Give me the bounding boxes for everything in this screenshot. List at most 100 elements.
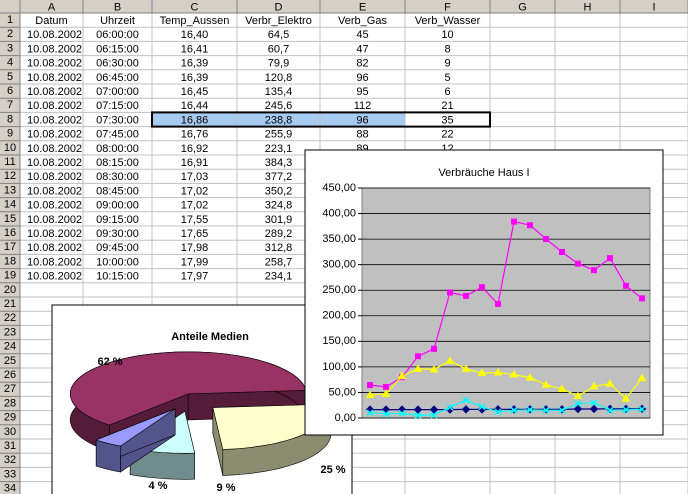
- cell-text[interactable]: 238,8: [265, 114, 293, 126]
- cell-text[interactable]: 10.08.2002: [27, 72, 82, 84]
- cell-text[interactable]: Verb_Wasser: [415, 15, 481, 27]
- cell-text[interactable]: 09:15:00: [96, 214, 139, 226]
- cell-text[interactable]: 79,9: [268, 58, 289, 70]
- data-point: [542, 406, 550, 414]
- cell-text[interactable]: 10.08.2002: [27, 200, 82, 212]
- cell-text[interactable]: 17,03: [181, 171, 209, 183]
- cell-text[interactable]: Verb_Gas: [338, 15, 387, 27]
- cell-text[interactable]: 17,99: [181, 256, 209, 268]
- cell-text[interactable]: 08:15:00: [96, 157, 139, 169]
- cell-text[interactable]: 324,8: [265, 200, 293, 212]
- cell-text[interactable]: Datum: [35, 15, 67, 27]
- cell-text[interactable]: 10.08.2002: [27, 214, 82, 226]
- cell-text[interactable]: 09:45:00: [96, 242, 139, 254]
- cell-text[interactable]: 10:15:00: [96, 271, 139, 283]
- cell-text[interactable]: 21: [441, 100, 453, 112]
- row-number: 12: [4, 170, 16, 182]
- cell-text[interactable]: 17,97: [181, 271, 209, 283]
- cell-text[interactable]: 10:00:00: [96, 256, 139, 268]
- cell-text[interactable]: 258,7: [265, 256, 293, 268]
- cell-text[interactable]: 07:30:00: [96, 114, 139, 126]
- cell-text[interactable]: 09:30:00: [96, 228, 139, 240]
- cell-text[interactable]: 289,2: [265, 228, 293, 240]
- cell-text[interactable]: 45: [356, 29, 368, 41]
- cell-text[interactable]: 16,44: [181, 100, 209, 112]
- cell-text[interactable]: 16,39: [181, 72, 209, 84]
- cell-text[interactable]: 6: [444, 86, 450, 98]
- cell-text[interactable]: 07:45:00: [96, 129, 139, 141]
- cell-text[interactable]: 96: [356, 72, 368, 84]
- cell-text[interactable]: 06:30:00: [96, 58, 139, 70]
- cell-text[interactable]: 16,40: [181, 29, 209, 41]
- column-letter: H: [584, 1, 592, 13]
- cell-text[interactable]: 60,7: [268, 43, 289, 55]
- cell-text[interactable]: 312,8: [265, 242, 293, 254]
- cell-text[interactable]: 10.08.2002: [27, 100, 82, 112]
- cell-text[interactable]: 47: [356, 43, 368, 55]
- cell-text[interactable]: 88: [356, 129, 368, 141]
- cell-text[interactable]: 08:00:00: [96, 143, 139, 155]
- cell-text[interactable]: 234,1: [265, 271, 293, 283]
- cell-text[interactable]: 10.08.2002: [27, 143, 82, 155]
- cell-text[interactable]: 10: [441, 29, 453, 41]
- cell-text[interactable]: 245,6: [265, 100, 293, 112]
- cell-text[interactable]: 223,1: [265, 143, 293, 155]
- cell-text[interactable]: Verbr_Elektro: [245, 15, 312, 27]
- cell-text[interactable]: 10.08.2002: [27, 256, 82, 268]
- cell-text[interactable]: 10.08.2002: [27, 228, 82, 240]
- cell-text[interactable]: 10.08.2002: [27, 114, 82, 126]
- cell-text[interactable]: 10.08.2002: [27, 129, 82, 141]
- cell-text[interactable]: 16,86: [181, 114, 209, 126]
- cell-text[interactable]: 135,4: [265, 86, 293, 98]
- cell-text[interactable]: 22: [441, 129, 453, 141]
- cell-text[interactable]: 16,92: [181, 143, 209, 155]
- cell-text[interactable]: 17,02: [181, 200, 209, 212]
- cell-text[interactable]: 10.08.2002: [27, 271, 82, 283]
- cell-text[interactable]: 16,39: [181, 58, 209, 70]
- cell-text[interactable]: 120,8: [265, 72, 293, 84]
- cell-text[interactable]: 377,2: [265, 171, 293, 183]
- cell-text[interactable]: 10.08.2002: [27, 157, 82, 169]
- cell-text[interactable]: 10.08.2002: [27, 58, 82, 70]
- cell-text[interactable]: 17,65: [181, 228, 209, 240]
- cell-text[interactable]: 10.08.2002: [27, 86, 82, 98]
- cell-text[interactable]: 10.08.2002: [27, 185, 82, 197]
- cell-text[interactable]: 06:00:00: [96, 29, 139, 41]
- cell-text[interactable]: 10.08.2002: [27, 171, 82, 183]
- cell-text[interactable]: 8: [444, 43, 450, 55]
- cell-text[interactable]: 10.08.2002: [27, 29, 82, 41]
- cell-text[interactable]: 08:45:00: [96, 185, 139, 197]
- cell-text[interactable]: 5: [444, 72, 450, 84]
- cell-text[interactable]: 301,9: [265, 214, 293, 226]
- cell-text[interactable]: 96: [356, 114, 368, 126]
- cell-text[interactable]: 06:45:00: [96, 72, 139, 84]
- column-letter: E: [359, 1, 366, 13]
- cell-text[interactable]: 64,5: [268, 29, 289, 41]
- cell-text[interactable]: 35: [441, 114, 453, 126]
- cell-text[interactable]: 95: [356, 86, 368, 98]
- cell-text[interactable]: 07:15:00: [96, 100, 139, 112]
- cell-text[interactable]: 10.08.2002: [27, 43, 82, 55]
- cell-text[interactable]: 16,45: [181, 86, 209, 98]
- cell-text[interactable]: 112: [354, 100, 372, 112]
- cell-text[interactable]: Temp_Aussen: [160, 15, 230, 27]
- cell-text[interactable]: 07:00:00: [96, 86, 139, 98]
- row-number: 7: [7, 99, 13, 111]
- cell-text[interactable]: 17,98: [181, 242, 209, 254]
- cell-text[interactable]: 08:30:00: [96, 171, 139, 183]
- cell-text[interactable]: 10.08.2002: [27, 242, 82, 254]
- cell-text[interactable]: 16,41: [181, 43, 209, 55]
- cell-text[interactable]: Uhrzeit: [100, 15, 135, 27]
- cell-text[interactable]: 384,3: [265, 157, 293, 169]
- cell-text[interactable]: 16,91: [181, 157, 209, 169]
- cell-text[interactable]: 9: [444, 58, 450, 70]
- cell-text[interactable]: 17,02: [181, 185, 209, 197]
- cell-text[interactable]: 16,76: [181, 129, 209, 141]
- data-point: [638, 405, 646, 413]
- cell-text[interactable]: 350,2: [265, 185, 293, 197]
- cell-text[interactable]: 09:00:00: [96, 200, 139, 212]
- cell-text[interactable]: 255,9: [265, 129, 293, 141]
- cell-text[interactable]: 82: [356, 58, 368, 70]
- cell-text[interactable]: 06:15:00: [96, 43, 139, 55]
- cell-text[interactable]: 17,55: [181, 214, 209, 226]
